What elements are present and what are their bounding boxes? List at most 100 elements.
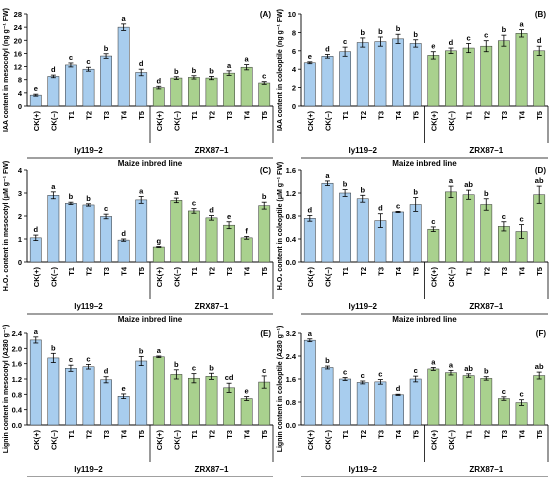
- group-label: ZRX87–1: [195, 465, 229, 474]
- significance-letter: a: [122, 14, 127, 23]
- bar: [65, 368, 77, 426]
- bar: [497, 226, 510, 263]
- group-label: ly119–2: [349, 146, 378, 155]
- significance-letter: a: [157, 346, 162, 355]
- significance-letter: ab: [535, 362, 544, 371]
- bar: [515, 33, 528, 107]
- y-tick-label: 1: [18, 235, 22, 244]
- bar: [303, 218, 316, 263]
- bar: [29, 94, 42, 107]
- x-tick-label: T4: [243, 110, 252, 120]
- significance-letter: d: [209, 206, 214, 215]
- chart-panel-1: 0 4 8 12 16 20 24 28 (A) IAA content in mesocotyl…: [3, 8, 274, 168]
- y-tick-label: 0.0: [286, 421, 296, 430]
- x-axis-title: Maize inbred line: [392, 159, 457, 168]
- significance-letter: c: [192, 199, 196, 208]
- bar: [427, 228, 440, 263]
- group-label: ly119–2: [74, 146, 103, 155]
- y-tick-label: 2.4: [12, 329, 23, 338]
- significance-letter: a: [449, 176, 454, 185]
- significance-letter: c: [396, 201, 400, 210]
- bar: [170, 200, 183, 263]
- significance-letter: e: [245, 387, 249, 396]
- panel-label: (F): [536, 329, 547, 338]
- significance-letter: d: [396, 384, 401, 393]
- group-label: ZRX87–1: [195, 146, 229, 155]
- bar: [445, 372, 457, 426]
- significance-letter: a: [449, 360, 454, 369]
- x-tick-label: T2: [85, 111, 94, 120]
- significance-letter: e: [431, 42, 435, 51]
- y-tick-label: 0: [292, 102, 296, 111]
- bar: [223, 387, 235, 426]
- significance-letter: d: [537, 36, 542, 45]
- y-tick-label: 1.6: [286, 166, 296, 175]
- y-tick-label: 0.8: [12, 390, 22, 399]
- significance-letter: b: [86, 194, 91, 203]
- bar: [356, 42, 369, 107]
- group-label: ly119–2: [349, 302, 378, 311]
- group-label: ZRX87–1: [469, 146, 503, 155]
- y-tick-label: 28: [14, 10, 22, 19]
- significance-letter: b: [174, 67, 179, 76]
- y-tick-label: 8: [18, 76, 22, 85]
- bar: [205, 77, 218, 107]
- significance-letter: d: [51, 65, 56, 74]
- significance-letter: a: [308, 329, 313, 338]
- significance-letter: b: [51, 343, 56, 352]
- significance-letter: c: [519, 390, 523, 399]
- significance-letter: a: [325, 171, 330, 180]
- y-tick-label: 24: [14, 23, 23, 32]
- significance-letter: c: [484, 31, 488, 40]
- bar: [82, 204, 95, 263]
- bar: [427, 55, 440, 107]
- x-tick-label: T3: [500, 430, 509, 439]
- x-tick-label: T2: [85, 267, 94, 276]
- x-tick-label: T4: [243, 266, 252, 276]
- bar: [240, 237, 253, 263]
- significance-letter: b: [396, 24, 401, 33]
- significance-letter: b: [209, 363, 214, 372]
- bar: [188, 210, 200, 263]
- y-tick-label: 4: [292, 65, 297, 74]
- bar: [205, 217, 218, 263]
- significance-letter: b: [174, 360, 179, 369]
- group-label: ZRX87–1: [469, 302, 503, 311]
- y-tick-label: 8: [292, 28, 296, 37]
- bar: [240, 398, 253, 426]
- x-tick-label: T1: [341, 267, 350, 276]
- y-tick-label: 2: [18, 212, 22, 221]
- x-tick-label: T3: [500, 267, 509, 276]
- bar: [117, 26, 130, 107]
- significance-letter: d: [104, 367, 109, 376]
- x-tick-label: CK(–): [172, 266, 181, 287]
- group-label: ZRX87–1: [195, 302, 229, 311]
- x-tick-label: T4: [243, 429, 252, 439]
- bar: [258, 205, 271, 263]
- bar: [533, 194, 546, 263]
- x-tick-label: T1: [190, 111, 199, 120]
- significance-letter: d: [139, 59, 144, 68]
- bar: [188, 77, 200, 107]
- x-axis-title: Maize inbred line: [118, 315, 183, 324]
- x-tick-label: CK(+): [155, 267, 164, 288]
- x-tick-label: T3: [225, 267, 234, 276]
- bar: [409, 43, 422, 107]
- x-tick-label: CK(–): [49, 266, 58, 287]
- x-tick-label: CK(+): [306, 267, 315, 288]
- x-tick-label: T5: [260, 267, 269, 276]
- y-axis-title: H₂O₂ content in mesocotyl (μM g⁻¹ FW): [3, 161, 10, 291]
- bar: [100, 55, 112, 107]
- y-tick-label: 20: [14, 36, 22, 45]
- x-tick-label: CK(–): [323, 266, 332, 287]
- x-tick-label: T2: [85, 430, 94, 439]
- x-tick-label: CK(+): [32, 267, 41, 288]
- significance-letter: c: [467, 33, 471, 42]
- bar: [152, 87, 165, 107]
- significance-letter: e: [227, 212, 231, 221]
- significance-letter: b: [360, 185, 365, 194]
- significance-letter: c: [343, 37, 347, 46]
- x-tick-label: T1: [341, 111, 350, 120]
- x-tick-label: CK(+): [155, 111, 164, 132]
- x-tick-label: T1: [465, 111, 474, 120]
